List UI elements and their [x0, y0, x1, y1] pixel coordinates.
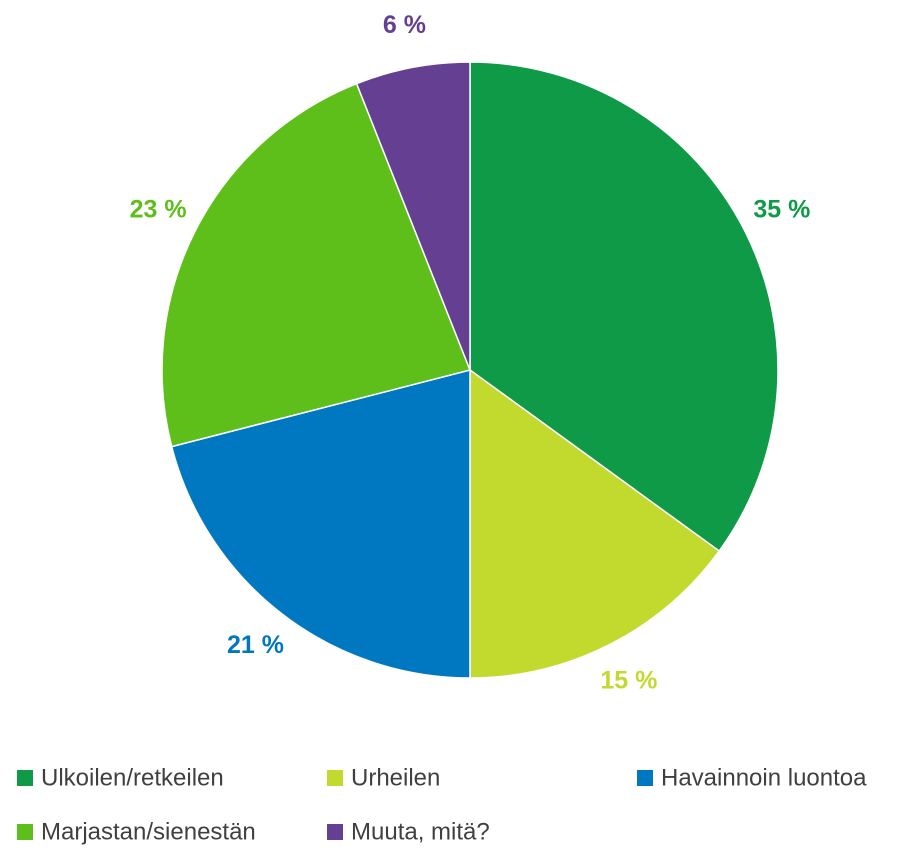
legend-label: Havainnoin luontoa [661, 764, 867, 791]
legend-label: Ulkoilen/retkeilen [41, 764, 224, 791]
data-label: 23 % [130, 196, 187, 224]
legend-swatch [637, 770, 653, 786]
data-label: 6 % [383, 11, 426, 39]
legend-label: Marjastan/sienestän [41, 818, 256, 845]
legend-label: Urheilen [351, 764, 440, 791]
legend-label: Muuta, mitä? [351, 818, 490, 845]
legend-swatch [327, 770, 343, 786]
pie-slice [469, 368, 721, 679]
pie-slice [170, 369, 471, 679]
legend-swatch [17, 824, 33, 840]
pie-slice [469, 61, 779, 553]
data-label: 15 % [600, 666, 657, 694]
data-label: 21 % [227, 631, 284, 659]
pie-slice [355, 61, 471, 371]
legend-swatch [327, 824, 343, 840]
data-label: 35 % [753, 196, 810, 224]
legend-swatch [17, 770, 33, 786]
pie-slice [161, 82, 472, 448]
